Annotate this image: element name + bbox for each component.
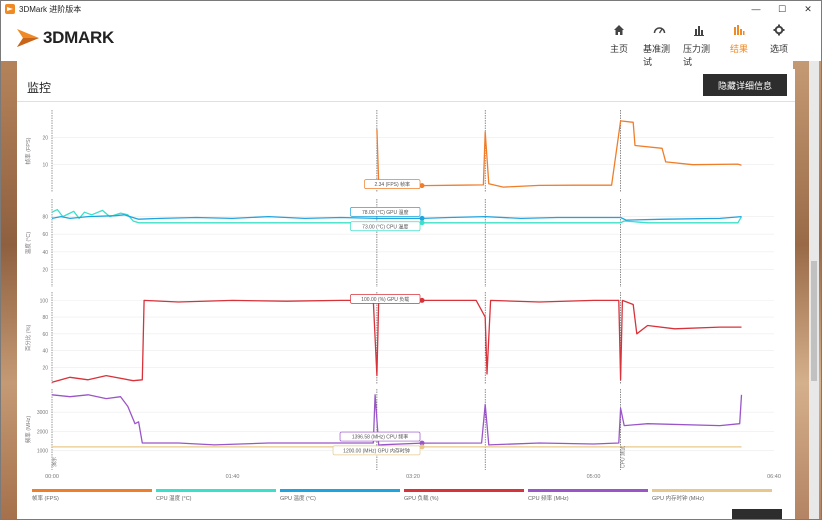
y-tick-label: 20 [42,267,48,273]
minimize-button[interactable]: — [751,4,761,14]
bars-icon [691,22,707,38]
x-tick-label: 05:00 [587,474,601,480]
x-tick-label: 01:40 [226,474,240,480]
tooltip-text: 73.00 (°C) CPU 温度 [362,223,408,230]
app-logo-icon [5,4,15,14]
gear-icon [771,22,787,38]
y-tick-label: 20 [42,135,48,141]
nav-stress-tests[interactable]: 压力测试 [683,22,715,68]
cursor-dot [419,220,425,226]
legend-swatch [280,489,400,492]
y-tick-label: 2000 [37,429,48,435]
legend-swatch [404,489,524,492]
tooltip-box [350,294,421,304]
x-tick-label: 03:20 [406,474,420,480]
legend-label: CPU 频率 (MHz) [528,494,569,502]
app-header: 3DMARK 主页 基准测试 压力测试 [1,17,821,67]
y-axis-label: 百分比 (%) [24,325,32,352]
hide-details-button[interactable]: 隐藏详细信息 [703,74,787,96]
phase-marker-label: CPU 测试 [620,446,627,468]
close-button[interactable]: ✕ [804,3,812,14]
nav-options[interactable]: 选项 [763,22,795,68]
monitoring-panel: 监控 隐藏详细信息 00:00 01:40 03:20 05:00 06:40 10 20 帧… [17,69,795,520]
nav-benchmarks-label: 基准测试 [643,44,671,67]
maximize-button[interactable]: ☐ [777,3,787,14]
main-nav: 主页 基准测试 压力测试 结果 [595,22,795,68]
3dmark-logo-icon [17,29,39,47]
y-tick-label: 3000 [37,410,48,416]
start-marker-label: 演示 [51,457,58,467]
legend-swatch [32,489,152,492]
y-tick-label: 10 [42,163,48,169]
legend-label: 帧率 (FPS) [32,494,59,502]
cursor-dot [419,215,425,221]
tooltip-box [332,445,421,456]
series-line [376,120,742,188]
panel-divider [17,101,795,102]
series-line [51,299,742,383]
y-tick-label: 40 [42,250,48,256]
monitoring-chart[interactable]: 00:00 01:40 03:20 05:00 06:40 10 20 帧率 (FPS) 2.3… [17,102,795,520]
bottom-action-button[interactable] [732,509,782,519]
y-tick-label: 1000 [37,449,48,455]
home-icon [611,22,627,38]
tooltip-text: 78.00 (°C) GPU 温度 [362,209,408,216]
nav-home-label: 主页 [609,44,628,54]
nav-options-label: 选项 [769,44,788,54]
legend-label: CPU 温度 (°C) [156,494,192,502]
tooltip-box [364,179,421,189]
nav-home[interactable]: 主页 [603,22,635,68]
nav-benchmarks[interactable]: 基准测试 [643,22,675,68]
title-bar: 3DMark 进阶版本 — ☐ ✕ [1,1,821,17]
results-icon [731,22,747,38]
tooltip-text: 1200.00 (MHz) GPU 内存时钟 [343,447,410,454]
gauge-icon [651,22,667,38]
legend-label: GPU 内存时钟 (MHz) [652,494,704,502]
page-scrollbar[interactable] [809,61,819,519]
tooltip-text: 2.34 (FPS) 帧率 [374,181,410,188]
logo-text: 3DMARK [43,28,114,47]
legend-label: GPU 负载 (%) [404,494,439,502]
x-tick-label: 00:00 [45,474,59,480]
cursor-dot [419,183,425,189]
tooltip-box [350,221,421,232]
legend-swatch [652,489,772,492]
cursor-dot [419,440,425,446]
background-art-left [1,61,17,519]
series-line [51,208,743,224]
y-axis-label: 频率 (MHz) [24,416,32,444]
panel-title: 监控 [27,81,52,95]
y-tick-label: 60 [42,232,48,238]
cursor-dot [419,297,425,303]
tooltip-box [339,431,421,442]
legend-label: GPU 温度 (°C) [280,494,316,502]
y-axis-label: 帧率 (FPS) [24,137,32,164]
series-line [51,214,742,221]
tooltip-box [350,207,421,217]
x-tick-label: 06:40 [767,474,781,480]
nav-results[interactable]: 结果 [723,22,755,68]
y-tick-label: 60 [42,332,48,338]
nav-results-label: 结果 [729,44,748,54]
y-axis-label: 温度 (°C) [24,232,32,255]
tooltip-text: 100.00 (%) GPU 负载 [361,296,409,303]
y-tick-label: 40 [42,349,48,355]
tooltip-text: 1396.58 (MHz) CPU 频率 [352,434,408,441]
series-line [51,394,743,446]
legend-swatch [528,489,648,492]
y-tick-label: 20 [42,365,48,371]
y-tick-label: 100 [40,298,49,304]
legend-swatch [156,489,276,492]
scrollbar-thumb[interactable] [811,261,817,381]
window-controls: — ☐ ✕ [743,1,821,17]
nav-stress-tests-label: 压力测试 [683,44,711,67]
y-tick-label: 80 [42,315,48,321]
y-tick-label: 80 [42,215,48,221]
brand-logo: 3DMARK [15,25,114,51]
cursor-dot [419,444,425,450]
window-title: 3DMark 进阶版本 [19,4,82,14]
